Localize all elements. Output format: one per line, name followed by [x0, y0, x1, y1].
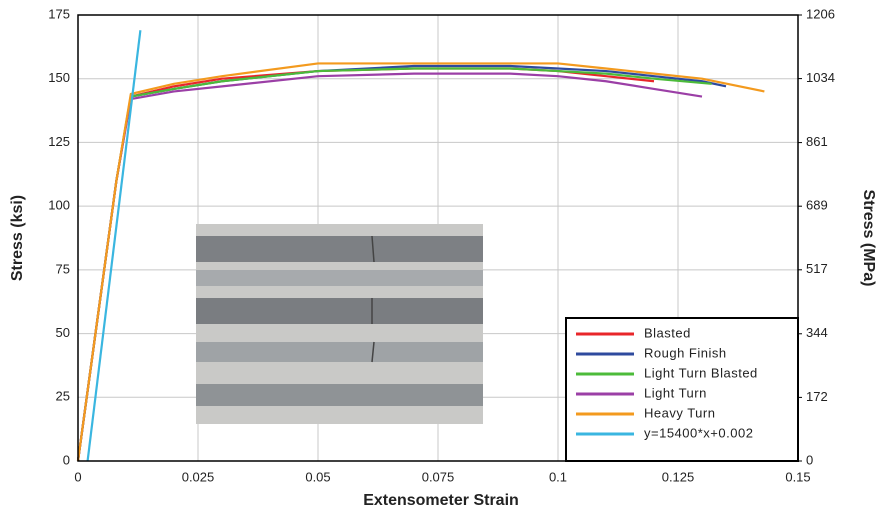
- y-tick-label: 75: [56, 261, 70, 276]
- series-line: [86, 30, 142, 462]
- y-tick-label: 0: [63, 452, 70, 467]
- y-tick-label: 100: [48, 198, 70, 213]
- y2-tick-label: 344: [806, 325, 828, 340]
- x-tick-label: 0.075: [422, 469, 455, 484]
- y2-tick-label: 689: [806, 198, 828, 213]
- plot-frame: [77, 14, 799, 462]
- y2-tick-label: 517: [806, 261, 828, 276]
- x-tick-label: 0.05: [305, 469, 330, 484]
- x-tick-label: 0.1: [549, 469, 567, 484]
- y2-tick-label: 172: [806, 389, 828, 404]
- y-tick-label: 150: [48, 70, 70, 85]
- y-tick-label: 25: [56, 389, 70, 404]
- y2-tick-label: 0: [806, 452, 813, 467]
- y2-tick-label: 861: [806, 134, 828, 149]
- plot-layer: [76, 30, 765, 462]
- specimen-photo: [196, 224, 483, 424]
- series-line: [76, 62, 765, 462]
- legend-label: Light Turn: [644, 385, 707, 400]
- legend-box: [565, 317, 799, 462]
- x-axis-title: Extensometer Strain: [363, 492, 519, 509]
- y-tick-label: 50: [56, 325, 70, 340]
- x-tick-label: 0.125: [662, 469, 695, 484]
- legend-label: Heavy Turn: [644, 405, 715, 420]
- legend-label: Blasted: [644, 325, 691, 340]
- y2-tick-label: 1034: [806, 70, 835, 85]
- y2-tick-label: 1206: [806, 6, 835, 21]
- x-tick-label: 0.15: [785, 469, 810, 484]
- y2-axis-title: Stress (MPa): [860, 190, 877, 287]
- y-axis-title: Stress (ksi): [9, 195, 26, 281]
- legend-label: Light Turn Blasted: [644, 365, 758, 380]
- y-tick-label: 125: [48, 134, 70, 149]
- legend-label: y=15400*x+0.002: [644, 425, 753, 440]
- legend: Blasted Rough Finish Light Turn Blasted Lig…: [565, 317, 799, 462]
- x-tick-label: 0.025: [182, 469, 215, 484]
- legend-label: Rough Finish: [644, 345, 727, 360]
- x-tick-label: 0: [74, 469, 81, 484]
- y-tick-label: 175: [48, 6, 70, 21]
